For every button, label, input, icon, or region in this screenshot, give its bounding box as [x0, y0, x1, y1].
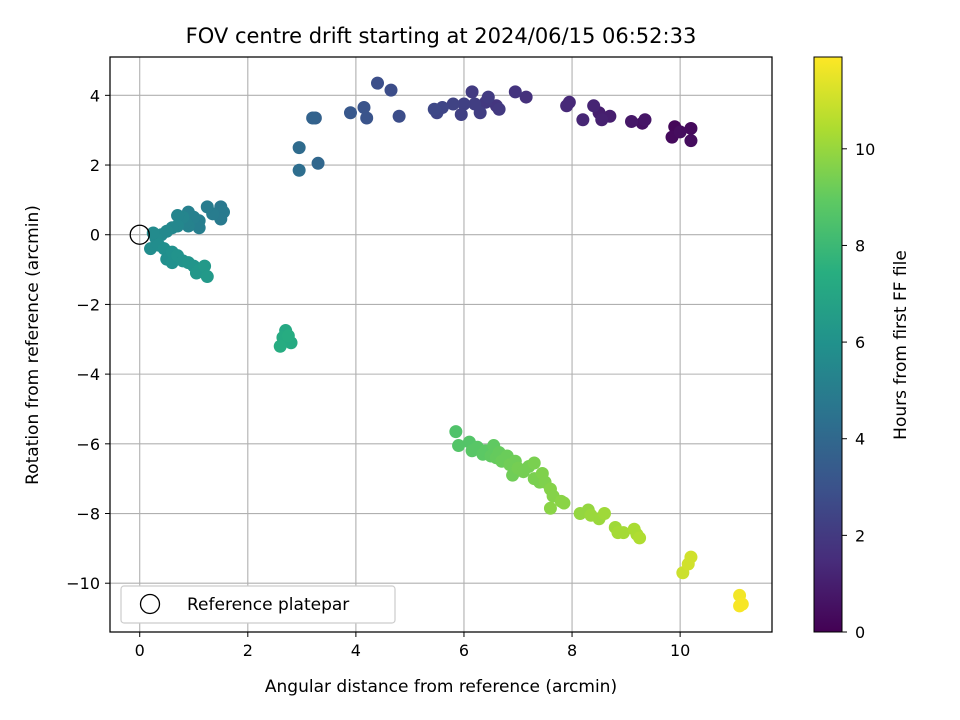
- legend: Reference platepar: [120, 585, 396, 624]
- y-tick-label: −2: [76, 295, 100, 314]
- legend-label-reference: Reference platepar: [187, 595, 349, 615]
- data-points: [144, 76, 749, 613]
- x-tick-label: 10: [670, 641, 690, 660]
- y-tick-label: −8: [76, 505, 100, 524]
- x-tick-label: 0: [135, 641, 145, 660]
- colorbar-tick-label: 0: [855, 623, 865, 642]
- y-tick-label: −4: [76, 365, 100, 384]
- data-point: [454, 108, 468, 121]
- data-point: [492, 102, 506, 116]
- data-point: [449, 425, 463, 439]
- x-tick-label: 4: [351, 641, 361, 660]
- data-point: [684, 121, 698, 135]
- data-point: [292, 141, 306, 155]
- data-point: [465, 85, 479, 99]
- y-tick-label: −6: [76, 435, 100, 454]
- y-tick-label: 0: [90, 226, 100, 245]
- colorbar: 0 2 4 6 8 10 Hours from first FF file: [813, 56, 911, 642]
- colorbar-tick-label: 8: [855, 236, 865, 255]
- x-ticks: 0 2 4 6 8 10: [135, 632, 690, 660]
- data-point: [306, 111, 320, 125]
- colorbar-tick-label: 6: [855, 333, 865, 352]
- data-point: [595, 113, 609, 127]
- data-point: [371, 76, 385, 90]
- data-point: [587, 99, 601, 113]
- chart-title: FOV centre drift starting at 2024/06/15 …: [186, 24, 697, 48]
- data-point: [360, 111, 374, 125]
- data-point: [733, 599, 747, 613]
- data-point: [200, 200, 214, 214]
- data-point: [597, 507, 611, 521]
- colorbar-tick-label: 10: [855, 140, 875, 159]
- data-point: [468, 97, 482, 111]
- x-tick-label: 6: [459, 641, 469, 660]
- data-point: [557, 496, 571, 510]
- data-point: [684, 134, 698, 148]
- colorbar-tick-label: 2: [855, 526, 865, 545]
- data-point: [311, 156, 325, 170]
- data-point: [616, 526, 630, 540]
- data-point: [576, 113, 590, 127]
- data-point: [281, 329, 295, 343]
- colorbar-ticks: 0 2 4 6 8 10: [842, 140, 875, 642]
- y-axis-label: Rotation from reference (arcmin): [23, 205, 43, 485]
- reference-marker: [129, 224, 150, 245]
- data-point: [624, 114, 638, 128]
- data-point: [452, 439, 466, 453]
- data-point: [527, 456, 541, 470]
- data-point: [273, 339, 287, 353]
- y-tick-label: 4: [90, 86, 100, 105]
- data-point: [543, 501, 557, 515]
- data-point: [508, 85, 522, 99]
- data-point: [198, 259, 212, 273]
- x-tick-label: 2: [243, 641, 253, 660]
- data-point: [446, 97, 460, 111]
- data-point: [457, 97, 471, 111]
- colorbar-label: Hours from first FF file: [891, 250, 911, 440]
- data-point: [481, 90, 495, 104]
- data-point: [384, 83, 398, 97]
- reference-point-marker: [129, 224, 150, 245]
- legend-marker-reference: [139, 593, 161, 615]
- data-point: [200, 270, 214, 284]
- data-point: [192, 221, 206, 235]
- data-point: [562, 95, 576, 109]
- data-point: [343, 106, 357, 120]
- x-axis-label: Angular distance from reference (arcmin): [265, 677, 617, 697]
- data-point: [146, 226, 160, 240]
- y-tick-label: 2: [90, 156, 100, 175]
- data-point: [519, 90, 533, 104]
- data-point: [171, 209, 185, 223]
- plot-frame: [109, 56, 773, 633]
- data-point: [357, 101, 371, 115]
- y-ticks: 4 2 0 −2 −4 −6 −8 −10: [66, 86, 110, 593]
- data-point: [427, 102, 441, 116]
- x-tick-label: 8: [567, 641, 577, 660]
- y-tick-label: −10: [66, 574, 100, 593]
- colorbar-gradient: [813, 56, 843, 633]
- grid-lines: [110, 57, 772, 632]
- data-point: [392, 109, 406, 123]
- data-point: [673, 125, 687, 139]
- colorbar-tick-label: 4: [855, 430, 865, 449]
- legend-box: [120, 585, 396, 624]
- data-point: [638, 113, 652, 127]
- data-point: [633, 531, 647, 545]
- data-point: [292, 163, 306, 177]
- data-point: [684, 550, 698, 564]
